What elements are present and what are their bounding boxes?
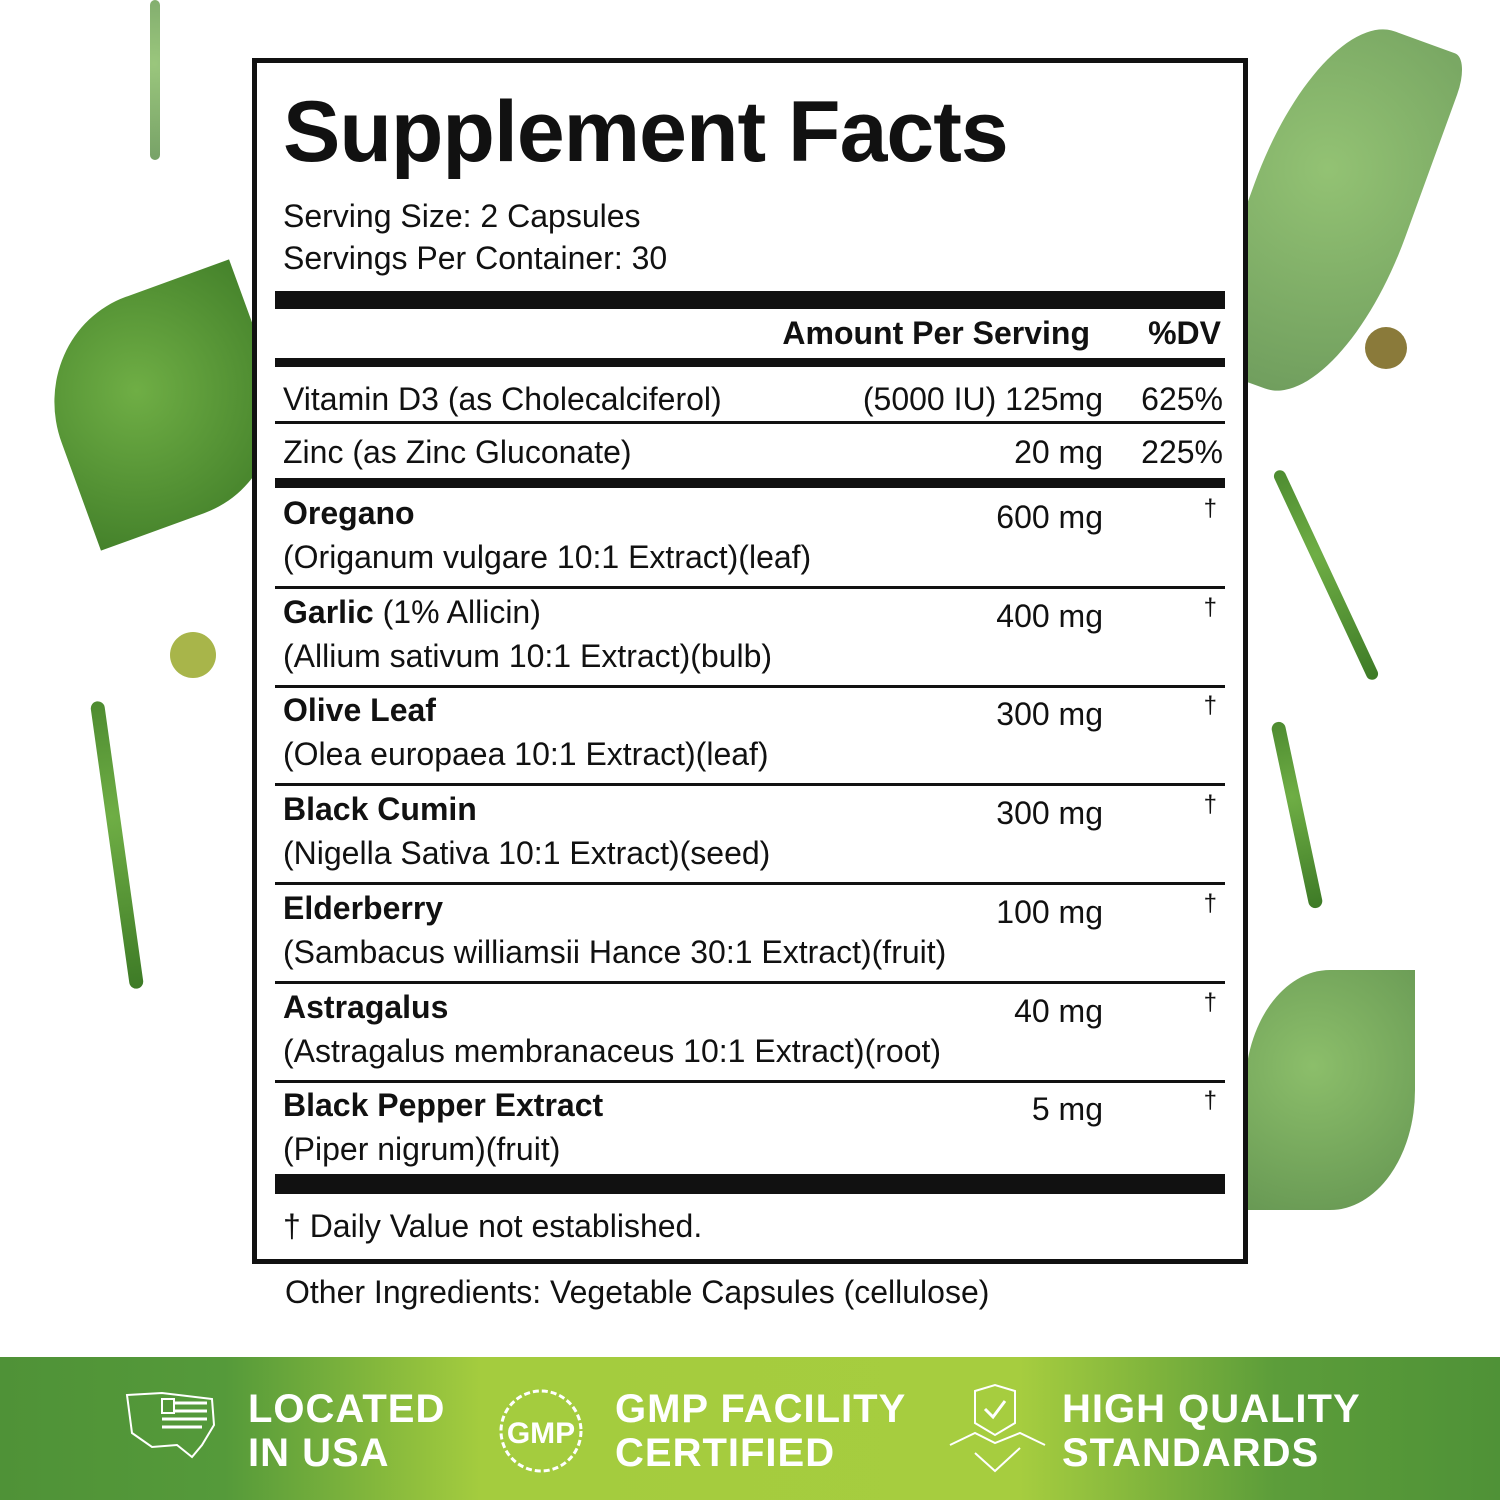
ingredient-name: Astragalus bbox=[283, 988, 449, 1025]
ingredient-name-line: Oregano bbox=[283, 495, 415, 532]
badge-line: CERTIFIED bbox=[615, 1431, 836, 1475]
ingredient-row: Astragalus 40 mg † (Astragalus membranac… bbox=[275, 985, 1225, 1083]
badge-line: HIGH QUALITY bbox=[1062, 1387, 1361, 1431]
ingredient-name: Elderberry bbox=[283, 889, 444, 926]
ingredient-name-line: Olive Leaf bbox=[283, 692, 436, 729]
thyme-sprig bbox=[150, 0, 160, 160]
rosemary-sprig bbox=[89, 700, 145, 990]
usa-map-flag-icon bbox=[125, 1391, 216, 1459]
shield-handshake-icon bbox=[949, 1383, 1046, 1473]
badge-line: STANDARDS bbox=[1062, 1431, 1320, 1475]
ingredient-name-line: Elderberry bbox=[283, 890, 443, 927]
peppercorn bbox=[1365, 327, 1407, 369]
ingredient-source: (Olea europaea 10:1 Extract)(leaf) bbox=[283, 736, 769, 773]
ingredient-amount: 400 mg bbox=[996, 597, 1103, 634]
gmp-seal-icon: GMP bbox=[499, 1389, 583, 1473]
badge-located-in-usa: LOCATED IN USA bbox=[248, 1387, 445, 1475]
ingredient-source: (Astragalus membranaceus 10:1 Extract)(r… bbox=[283, 1032, 942, 1069]
ingredient-name: Olive Leaf bbox=[283, 692, 436, 729]
ingredient-name: Black Pepper Extract bbox=[283, 1087, 604, 1124]
ingredient-amount: 40 mg bbox=[1014, 992, 1103, 1029]
divider-thin bbox=[275, 684, 1225, 688]
ingredient-name: Garlic bbox=[283, 593, 374, 630]
ingredient-row: Elderberry 100 mg † (Sambacus williamsii… bbox=[275, 886, 1225, 984]
ingredient-dv: † bbox=[1203, 495, 1217, 522]
nutrient-dv: 225% bbox=[1141, 434, 1223, 470]
ingredient-dv: † bbox=[1203, 1087, 1217, 1115]
ingredient-source: (Allium sativum 10:1 Extract)(bulb) bbox=[283, 637, 773, 674]
rosemary-sprig bbox=[1271, 468, 1381, 682]
dv-header: %DV bbox=[1148, 315, 1221, 351]
ingredient-amount: 300 mg bbox=[996, 795, 1103, 832]
ingredient-source: (Origanum vulgare 10:1 Extract)(leaf) bbox=[283, 539, 812, 575]
ingredient-row: Oregano 600 mg † (Origanum vulgare 10:1 … bbox=[275, 491, 1225, 589]
nutrient-name: Vitamin D3 (as Cholecalciferol) bbox=[283, 381, 722, 417]
divider-thin bbox=[275, 980, 1225, 984]
ingredient-note: (1% Allicin) bbox=[373, 593, 541, 630]
ingredient-amount: 5 mg bbox=[1031, 1091, 1103, 1128]
nutrient-name: Zinc (as Zinc Gluconate) bbox=[283, 434, 632, 470]
ingredient-row: Black Pepper Extract 5 mg † (Piper nigru… bbox=[275, 1083, 1225, 1181]
ingredient-name-line: Astragalus bbox=[283, 989, 448, 1026]
ingredient-source: (Piper nigrum)(fruit) bbox=[283, 1131, 561, 1168]
other-ingredients: Other Ingredients: Vegetable Capsules (c… bbox=[285, 1274, 990, 1310]
nutrient-dv: 625% bbox=[1141, 381, 1223, 417]
divider-thick bbox=[275, 291, 1225, 309]
ingredient-dv: † bbox=[1203, 889, 1217, 917]
ingredient-source: (Nigella Sativa 10:1 Extract)(seed) bbox=[283, 835, 771, 872]
divider-medium bbox=[275, 478, 1225, 488]
badge-high-quality: HIGH QUALITY STANDARDS bbox=[1062, 1387, 1361, 1475]
ingredient-name-line: Garlic (1% Allicin) bbox=[283, 594, 541, 631]
badge-line: IN USA bbox=[248, 1431, 390, 1475]
ingredient-row: Olive Leaf 300 mg † (Olea europaea 10:1 … bbox=[275, 688, 1225, 786]
divider-thin bbox=[275, 421, 1225, 424]
ingredient-dv: † bbox=[1203, 791, 1217, 819]
svg-text:GMP: GMP bbox=[507, 1417, 575, 1450]
supplement-facts-panel: Supplement Facts Serving Size: 2 Capsule… bbox=[252, 58, 1248, 1264]
basil-leaf bbox=[1245, 970, 1415, 1210]
footnote: † Daily Value not established. bbox=[283, 1208, 703, 1244]
badge-line: GMP FACILITY bbox=[615, 1387, 907, 1431]
divider-thin bbox=[275, 586, 1225, 589]
ingredient-row: Black Cumin 300 mg † (Nigella Sativa 10:… bbox=[275, 787, 1225, 885]
panel-title: Supplement Facts bbox=[283, 84, 1009, 180]
ingredient-dv: † bbox=[1203, 988, 1217, 1016]
ingredient-dv: † bbox=[1203, 692, 1217, 720]
badge-line: LOCATED bbox=[248, 1387, 446, 1431]
ingredient-name-line: Black Pepper Extract bbox=[283, 1087, 603, 1124]
ingredient-amount: 600 mg bbox=[996, 499, 1103, 535]
ingredient-name: Black Cumin bbox=[283, 791, 477, 828]
ingredient-source: (Sambacus williamsii Hance 30:1 Extract)… bbox=[283, 933, 947, 970]
divider-medium bbox=[275, 358, 1225, 367]
rosemary-sprig bbox=[1270, 720, 1324, 910]
trust-banner: LOCATED IN USA GMP GMP FACILITY CERTIFIED … bbox=[0, 1357, 1500, 1500]
servings-per-container: Servings Per Container: 30 bbox=[283, 240, 668, 276]
ingredient-amount: 100 mg bbox=[996, 893, 1103, 930]
ingredient-row: Garlic (1% Allicin) 400 mg † (Allium sat… bbox=[275, 590, 1225, 688]
divider-thin bbox=[275, 783, 1225, 787]
ingredient-amount: 300 mg bbox=[996, 696, 1103, 733]
badge-gmp-certified: GMP FACILITY CERTIFIED bbox=[615, 1387, 906, 1475]
peppercorn bbox=[170, 632, 216, 678]
serving-size: Serving Size: 2 Capsules bbox=[283, 198, 641, 234]
nutrient-amount: (5000 IU) 125mg bbox=[862, 381, 1103, 417]
divider-thin bbox=[275, 1079, 1225, 1083]
ingredient-name-line: Black Cumin bbox=[283, 791, 477, 828]
divider-thin bbox=[275, 882, 1225, 886]
divider-thick bbox=[275, 1174, 1225, 1194]
nutrient-amount: 20 mg bbox=[1014, 434, 1103, 470]
ingredient-dv: † bbox=[1203, 593, 1217, 621]
ingredient-name: Oregano bbox=[283, 495, 415, 531]
amount-header: Amount Per Serving bbox=[782, 315, 1090, 351]
